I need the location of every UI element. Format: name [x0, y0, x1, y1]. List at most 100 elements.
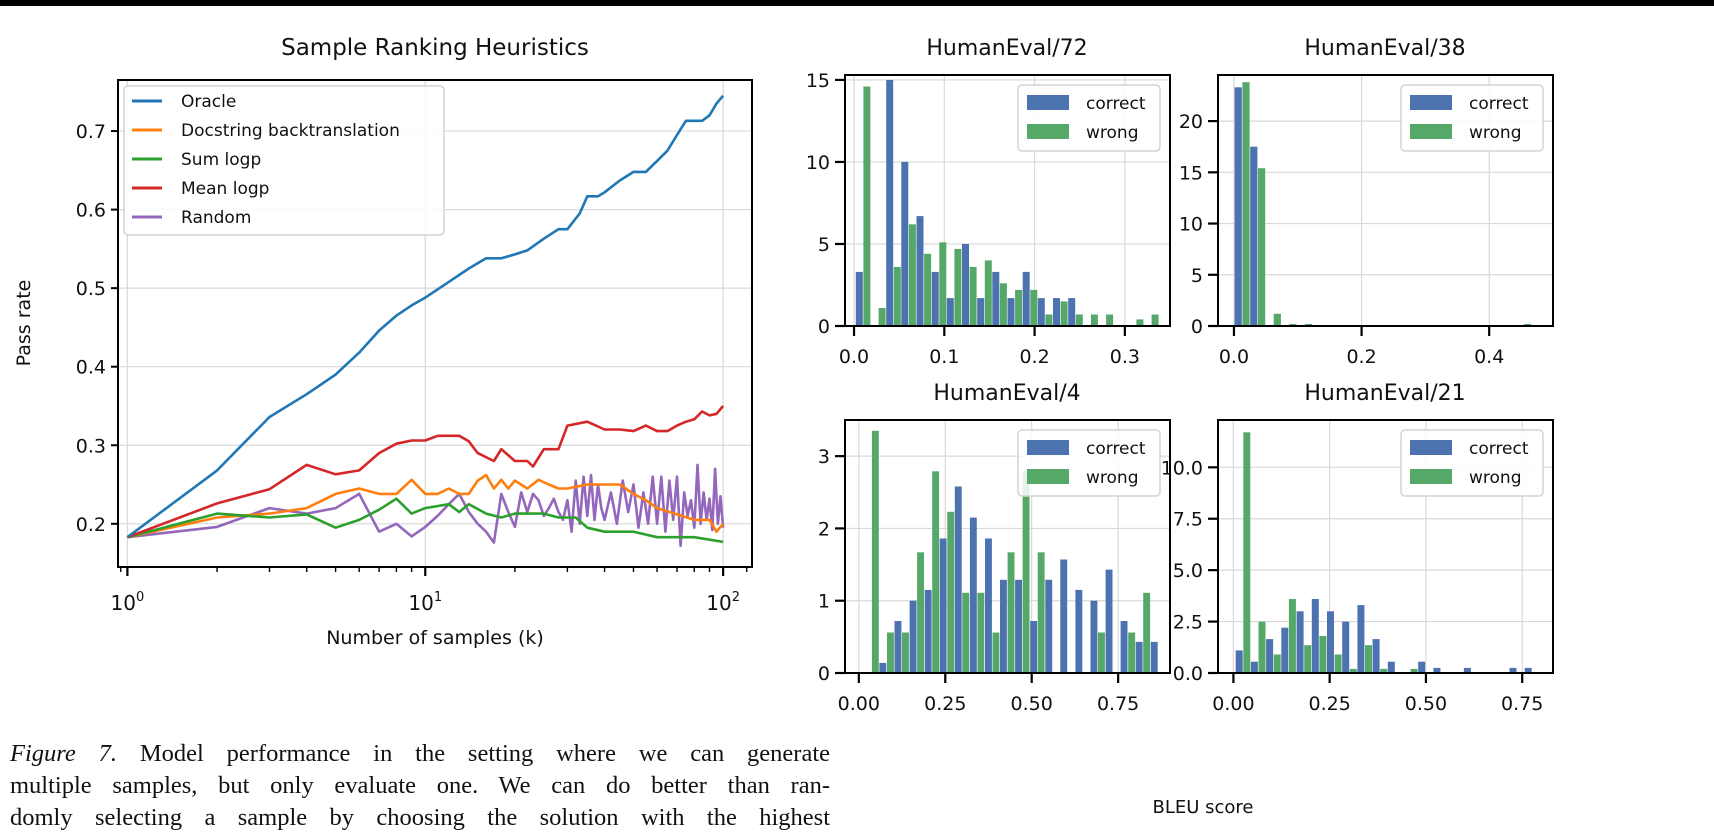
bar-wrong [917, 552, 924, 673]
bar-correct [1311, 599, 1319, 673]
bar-correct [1030, 621, 1038, 673]
bar-wrong [1128, 632, 1136, 673]
bar-wrong [1030, 289, 1038, 326]
y-tick-label: 3 [818, 446, 830, 468]
bar-wrong [924, 253, 932, 326]
chart-title: Sample Ranking Heuristics [281, 35, 589, 61]
chart-title: HumanEval/4 [933, 381, 1080, 406]
y-tick-label: 2.5 [1173, 612, 1203, 634]
bar-correct [1327, 611, 1334, 673]
bar-wrong [878, 308, 886, 326]
x-tick-label: 100 [111, 590, 145, 615]
legend-swatch [1027, 469, 1069, 484]
legend-swatch [1410, 124, 1452, 139]
bar-wrong [1143, 592, 1151, 673]
series-line-oracle [126, 94, 725, 539]
x-tick-label: 0.2 [1346, 346, 1376, 368]
y-tick-label: 0 [818, 663, 830, 685]
y-tick-label: 15 [1179, 162, 1203, 184]
x-tick-label: 0.00 [1212, 693, 1254, 715]
bar-correct [1090, 600, 1098, 673]
series-line-mean-logp [126, 405, 725, 539]
bar-correct [931, 271, 939, 326]
y-tick-label: 15 [806, 70, 830, 92]
bar-correct [1075, 589, 1083, 673]
bar-wrong [969, 266, 977, 326]
legend-label: correct [1086, 94, 1146, 114]
bar-correct [1342, 621, 1350, 673]
bar-wrong [1380, 668, 1388, 673]
bar-correct [1418, 661, 1426, 673]
bar-correct [1060, 559, 1068, 673]
bar-wrong [1015, 289, 1023, 326]
bar-correct [1045, 579, 1053, 673]
legend-label: Mean logp [181, 179, 269, 199]
series-line-random [127, 463, 725, 548]
bar-correct [969, 517, 977, 673]
bar-correct [1266, 639, 1274, 673]
y-tick-label: 5 [1191, 265, 1203, 287]
plot-frame [844, 419, 1171, 674]
bar-wrong [1022, 471, 1030, 673]
x-tick-label: 0.50 [1011, 693, 1053, 715]
y-tick-label: 5 [818, 234, 830, 256]
x-tick-label: 102 [706, 590, 740, 615]
plot-frame [117, 79, 753, 568]
legend-label: Sum logp [181, 150, 261, 170]
series-lines [126, 94, 725, 548]
bar-wrong [939, 242, 947, 326]
x-tick-label: 0.00 [838, 693, 880, 715]
y-tick-label: 20 [1179, 111, 1203, 133]
bar-correct [1387, 661, 1395, 673]
legend-label: correct [1086, 439, 1146, 459]
bar-wrong [902, 632, 909, 673]
bar-wrong [1060, 301, 1068, 326]
bar-wrong [1319, 636, 1327, 673]
legend-label: wrong [1469, 468, 1522, 488]
x-tick-label: 0.1 [929, 346, 959, 368]
axis-ticks: 0.2 0.3 0.4 0.5 0.6 0.7 100 101 102 [76, 121, 748, 615]
bar-correct [939, 538, 947, 673]
bar-wrong [1090, 314, 1098, 326]
bar-correct [1105, 569, 1113, 673]
bar-correct [855, 271, 863, 326]
bar-correct [1235, 650, 1243, 673]
series-line-docstring-backtranslation [127, 473, 725, 539]
bar-wrong [1304, 645, 1312, 673]
legend-label: Oracle [181, 92, 236, 112]
bar-correct [1372, 639, 1380, 673]
legend-label: wrong [1086, 468, 1139, 488]
chart-title: HumanEval/21 [1304, 381, 1465, 406]
bar-wrong [1365, 645, 1372, 673]
bar-correct [924, 589, 932, 673]
bar-wrong [1258, 168, 1266, 326]
x-tick-label: 0.50 [1405, 693, 1447, 715]
y-tick-label: 2 [818, 518, 830, 540]
caption-figure-label: Figure 7. [10, 740, 117, 767]
bar-wrong [992, 632, 1000, 673]
bar-correct [901, 161, 909, 326]
x-tick-label: 0.25 [1309, 693, 1351, 715]
bar-correct [894, 621, 902, 673]
legend-swatch [1410, 440, 1452, 455]
caption-line-3: domly selecting a sample by choosing the… [10, 804, 830, 831]
shared-x-axis-label: BLEU score [1152, 797, 1253, 818]
bar-wrong [932, 471, 940, 673]
bar-wrong [977, 592, 985, 673]
legend-swatch [1410, 469, 1452, 484]
legend-swatch [1027, 95, 1069, 110]
x-tick-label: 0.75 [1501, 693, 1543, 715]
plot-frame [1217, 74, 1554, 327]
bar-correct [1234, 87, 1242, 326]
bar-wrong [1136, 319, 1144, 326]
series-line-sum-logp [127, 497, 724, 544]
legend-label: correct [1469, 94, 1529, 114]
bar-wrong [954, 248, 962, 326]
bar-correct [1281, 627, 1289, 673]
bar-wrong [1075, 314, 1083, 326]
bar-wrong [1273, 313, 1281, 326]
y-tick-label: 0 [818, 316, 830, 338]
bar-wrong [1410, 668, 1418, 673]
bar-correct [1007, 298, 1015, 326]
legend-box [123, 85, 445, 236]
